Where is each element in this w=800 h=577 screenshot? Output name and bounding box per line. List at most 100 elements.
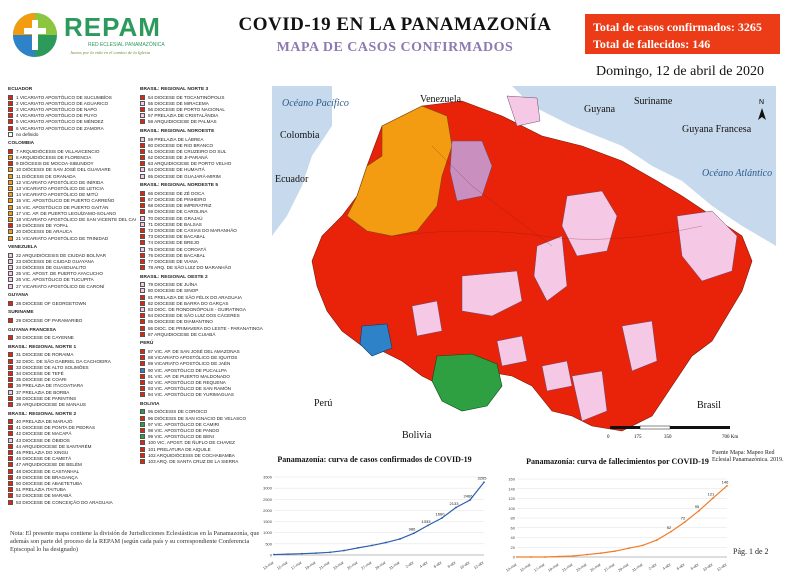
legend-swatch (8, 462, 13, 468)
legend-item: 23 DIÓCESIS DE CIUDAD GUAYANA (8, 258, 136, 264)
data-point (483, 481, 485, 484)
data-point (516, 556, 518, 558)
legend-item-label: 71 DIOCESE DE BALSAS (148, 221, 202, 227)
series-line (517, 485, 728, 558)
legend-item-label: 24 DIÓCESIS DE GUASDUALITO (16, 265, 87, 271)
data-point (441, 517, 443, 519)
legend-swatch (8, 204, 13, 210)
pink-region-65 (496, 335, 528, 367)
legend-item-label: 61 DIOCESE DE CRUZEIRO DO SUL (148, 148, 227, 154)
legend-item-label: 37 PRELAZIA DE BORBA (16, 389, 70, 395)
legend-item: 4 VICARIATO APOSTÓLICO DE PUYO (8, 113, 136, 119)
legend-item: 95 DIÓCESIS DE COROICO (140, 409, 268, 415)
legend-item-label: 34 DIOCESE DE TEFÉ (16, 370, 64, 376)
legend-swatch (140, 167, 145, 173)
y-tick-label: 140 (508, 486, 515, 491)
legend-item: 57 PRELAZIA DE CRISTALÂNDIA (140, 113, 268, 119)
data-point (544, 556, 546, 558)
legend-group-title: BRASIL: REGIONAL NORTE 1 (8, 344, 77, 350)
legend-group-title: BRASIL: REGIONAL NOROESTE (140, 128, 215, 134)
legend-group: COLOMBIA 7 ARQUIDIÓCESIS DE VILLAVICENCIO… (8, 141, 136, 241)
data-point (600, 552, 602, 554)
legend-swatch (140, 392, 145, 398)
legend-swatch (8, 192, 13, 198)
legend-swatch (140, 313, 145, 319)
y-tick-label: 3000 (263, 486, 273, 491)
legend-swatch (140, 294, 145, 300)
legend-item: 71 DIOCESE DE BALSAS (140, 221, 268, 227)
legend-item: 33 DIOCESE DE ALTO SOLIMÕES (8, 364, 136, 370)
legend-group-title: VENEZUELA (8, 245, 38, 251)
x-tick-label: 29-mar (374, 560, 387, 571)
legend-swatch (140, 282, 145, 288)
river-line (391, 225, 703, 240)
x-tick-label: 10-abr (459, 560, 471, 570)
legend-item: 16 VIC. APOSTÓLICO DE PUERTO GAITÁN (8, 204, 136, 210)
legend-swatch (8, 179, 13, 185)
legend-swatch (8, 113, 13, 119)
legend-swatch (140, 142, 145, 148)
legend-item: 50 DIOCESE DE ABAETETUBA (8, 480, 136, 486)
legend-item-label: 2 VICARIATO APOSTÓLICO DE AGUARICO (16, 100, 109, 106)
legend-swatch (8, 94, 13, 100)
legend-swatch (140, 227, 145, 233)
y-tick-label: 1000 (263, 530, 273, 535)
label-bolivia: Bolivia (402, 430, 432, 441)
legend-item-label: 96 DIÓCESIS DE SAN IGNACIO DE VELASCO (148, 415, 247, 421)
legend-item-label: 93 VIC. APOSTÓLICO DE SAN RAMÓN (148, 386, 231, 392)
legend-item-label: 45 PRELAZIA DO XINGU (16, 450, 69, 456)
legend-swatch (140, 119, 145, 125)
legend-item: 28 DIOCESE OF GEORGETOWN (8, 300, 136, 306)
legend-item: 97 VIC. APOSTÓLICO DE CAMIRI (140, 421, 268, 427)
legend-item-label: 78 ARQ. DE SÃO LUIZ DO MARANHÃO (148, 265, 232, 271)
legend-item-label: 63 ARQUIDIOCESE DE PORTO VELHO (148, 161, 232, 167)
data-point (726, 484, 728, 487)
panamazonia-map: Océano Pacífico Océano Atlántico Venezue… (271, 85, 777, 459)
label-atlantic-ocean: Océano Atlántico (702, 168, 772, 179)
page-subtitle: MAPA DE CASOS CONFIRMADOS (276, 40, 514, 55)
x-tick-label: 31-mar (388, 560, 401, 571)
legend-item: 34 DIOCESE DE TEFÉ (8, 370, 136, 376)
legend-item: 67 DIOCESE DE PINHEIRO (140, 196, 268, 203)
legend-item-label: 16 VIC. APOSTÓLICO DE PUERTO GAITÁN (16, 204, 109, 210)
legend-swatch (140, 106, 145, 112)
legend-swatch (8, 300, 13, 306)
legend-item: 48 DIOCESE DE CASTANHAL (8, 468, 136, 474)
x-tick-label: 6-abr (433, 560, 443, 569)
legend-item: 35 DIOCESE DE COARI (8, 377, 136, 383)
legend-item-label: 27 VICARIATO APOSTÓLICO DE CARONÍ (16, 283, 105, 289)
x-tick-label: 2-abr (405, 560, 415, 569)
series-line (273, 481, 485, 556)
legend-swatch (8, 265, 13, 271)
total-deaths: Total de fallecidos: 146 (593, 37, 711, 51)
legend-swatch (140, 209, 145, 215)
legend-item: 40 PRELAZIA DE MARAJÓ (8, 419, 136, 425)
legend-item-label: 94 VIC. APOSTÓLICO DE YURIMAGUAS (148, 392, 234, 398)
legend-item: 14 VICARIATO APOSTÓLICO DE MITÚ (8, 192, 136, 198)
legend-item: 81 PRELAZIA DE SÃO FÉLIX DO ARAGUAIA (140, 294, 268, 300)
logo-name: REPAM (64, 12, 161, 42)
legend-swatch (8, 210, 13, 216)
legend-swatch (140, 325, 145, 331)
legend-swatch (140, 361, 145, 367)
legend-item: 98 VIC. APOSTÓLICO DE PANDO (140, 427, 268, 434)
page-number: Pág. 1 de 2 (733, 547, 769, 556)
legend-swatch (8, 377, 13, 383)
pink-region-59 (461, 270, 523, 317)
deaths-chart-title: Panamazonía: curva de fallecimientos por… (526, 457, 709, 466)
scale-175: 175 (634, 435, 642, 440)
legend-item-label: 29 DIOCESE OF PARAMARIBO (16, 318, 83, 324)
data-point (301, 552, 303, 555)
y-tick-label: 100 (508, 506, 515, 511)
legend-group: ECUADOR 1 VICARIATO APOSTÓLICO DE SUCUMBÍ… (8, 87, 136, 137)
legend-item-label: 68 DIOCESE DE IMPERATRIZ (148, 203, 212, 209)
legend-item-label: 75 DIOCESE DE COROATÁ (148, 246, 207, 252)
scale-350: 350 (664, 435, 672, 440)
legend-item: 60 DIOCESE DE RIO BRANCO (140, 142, 268, 148)
legend-swatch (8, 450, 13, 456)
y-tick-label: 80 (511, 516, 516, 521)
legend-item: 100 VIC. APOST. DE ÑUFLO DE CHAVEZ (140, 440, 268, 446)
legend-item: 43 DIOCESE DE ÓBIDOS (8, 437, 136, 443)
legend-item-label: 76 DIOCESE DE BACABAL (148, 252, 206, 258)
legend-group-title: ECUADOR (8, 87, 33, 92)
